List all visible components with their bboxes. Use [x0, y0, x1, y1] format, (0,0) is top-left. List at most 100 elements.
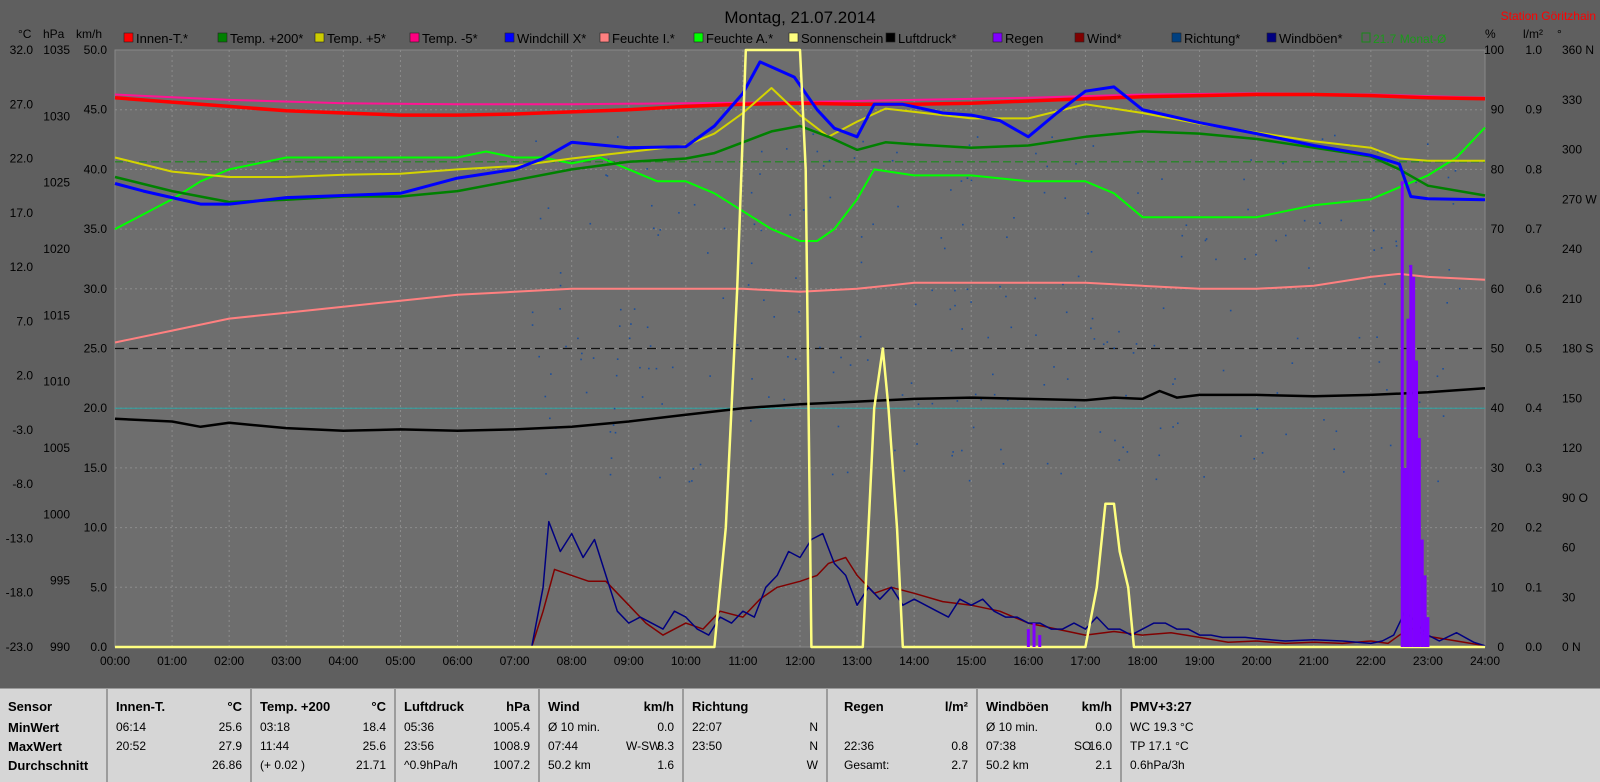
stats-row: 26.86: [116, 758, 242, 776]
x-tick-label: 22:00: [1356, 654, 1386, 668]
direction-point: [987, 336, 990, 339]
direction-point: [1321, 138, 1324, 140]
series-regen: [1026, 181, 1430, 647]
rain-bar: [1400, 181, 1404, 647]
direction-tick-label: 30: [1562, 590, 1576, 604]
legend-label: Richtung*: [1184, 31, 1240, 46]
direction-point: [1447, 176, 1450, 179]
direction-point: [1446, 302, 1448, 304]
legend-swatch: [1074, 32, 1085, 43]
direction-point: [649, 345, 652, 347]
direction-point: [798, 311, 800, 313]
direction-point: [1172, 426, 1174, 428]
stats-row: 07:38 SO 16.0: [986, 739, 1112, 757]
direction-point: [819, 346, 821, 349]
direction-point: [1122, 446, 1124, 449]
direction-point: [802, 209, 805, 211]
header-label: Innen-T.: [116, 699, 166, 714]
direction-point: [1335, 430, 1338, 433]
stats-row: 50.2 km 2.1: [986, 758, 1112, 776]
direction-point: [1250, 159, 1252, 161]
row-label-max: MaxWert: [8, 739, 62, 754]
stats-header: Regen l/m²: [844, 699, 968, 714]
chart-title: Montag, 21.07.2014: [724, 8, 875, 27]
x-tick-label: 07:00: [500, 654, 530, 668]
legend-label: Temp. +5*: [327, 31, 386, 46]
direction-point: [999, 285, 1001, 288]
direction-point: [1437, 480, 1439, 483]
rain-bar: [1406, 318, 1410, 647]
direction-point: [872, 223, 874, 226]
direction-point: [1389, 444, 1392, 447]
direction-point: [831, 473, 834, 476]
stat-value: 1008.9: [493, 739, 530, 753]
direction-point: [671, 366, 674, 369]
legend-label: Regen: [1005, 31, 1043, 46]
stat-value: 18.4: [362, 720, 386, 734]
wind-tick-label: 25.0: [84, 342, 108, 356]
rain-bar: [1032, 623, 1036, 647]
stat-time: Ø 10 min.: [986, 720, 1039, 734]
humidity-tick-label: 90: [1491, 103, 1505, 117]
stats-row: 11:44 25.6: [260, 739, 386, 757]
legend-label: Windchill X*: [517, 31, 586, 46]
direction-point: [1261, 452, 1264, 454]
direction-point: [589, 222, 592, 225]
stat-value: N: [809, 739, 818, 753]
legend-label: Temp. -5*: [422, 31, 478, 46]
stats-row: 23:50 N: [692, 739, 818, 757]
direction-point: [789, 214, 792, 216]
humidity-tick-label: 20: [1491, 521, 1505, 535]
legend-label: Luftdruck*: [898, 31, 957, 46]
direction-point: [1376, 336, 1378, 339]
stat-value: 25.6: [218, 720, 242, 734]
header-label: Luftdruck: [404, 699, 464, 714]
legend-item: Feuchte I.*: [599, 31, 675, 46]
direction-tick-label: 60: [1562, 541, 1576, 555]
direction-point: [1373, 249, 1376, 251]
series-luftdruck: [114, 387, 1486, 433]
series-wind: [115, 556, 1486, 648]
direction-point: [559, 308, 561, 310]
direction-point: [968, 479, 971, 482]
direction-point: [585, 391, 588, 394]
stats-row: W: [692, 758, 818, 776]
direction-point: [829, 196, 832, 199]
legend-swatch: [885, 32, 896, 43]
legend-swatch: [504, 32, 515, 43]
direction-point: [692, 468, 695, 470]
direction-point: [650, 204, 653, 207]
direction-point: [1378, 361, 1381, 363]
direction-point: [592, 357, 595, 359]
direction-point: [862, 140, 864, 143]
direction-point: [1177, 422, 1179, 425]
stats-pmv: PMV+3:27 WC 19.3 °C TP 17.1 °C 0.6hPa/3h: [1122, 689, 1262, 782]
stat-value: 2.7: [951, 758, 968, 772]
x-tick-label: 03:00: [271, 654, 301, 668]
x-tick-label: 10:00: [671, 654, 701, 668]
direction-point: [747, 284, 750, 286]
direction-point: [866, 359, 869, 361]
direction-point: [547, 207, 550, 209]
direction-point: [1087, 212, 1089, 215]
direction-point: [1291, 362, 1294, 364]
direction-point: [1006, 399, 1009, 401]
humidity-tick-label: 40: [1491, 401, 1505, 415]
direction-point: [678, 212, 680, 214]
direction-point: [787, 356, 789, 358]
direction-point: [1126, 451, 1129, 453]
direction-point: [891, 159, 894, 162]
direction-point: [966, 177, 969, 179]
direction-point: [750, 191, 753, 194]
direction-point: [531, 311, 534, 314]
legend-item: Temp. +200*: [217, 31, 303, 46]
direction-point: [1091, 317, 1094, 320]
humidity-tick-label: 50: [1491, 342, 1505, 356]
stat-time: 50.2 km: [986, 758, 1029, 772]
rain-bar: [1409, 264, 1413, 647]
direction-point: [1092, 145, 1095, 147]
direction-point: [903, 470, 906, 472]
direction-point: [618, 325, 621, 327]
stats-row: 06:14 25.6: [116, 720, 242, 738]
